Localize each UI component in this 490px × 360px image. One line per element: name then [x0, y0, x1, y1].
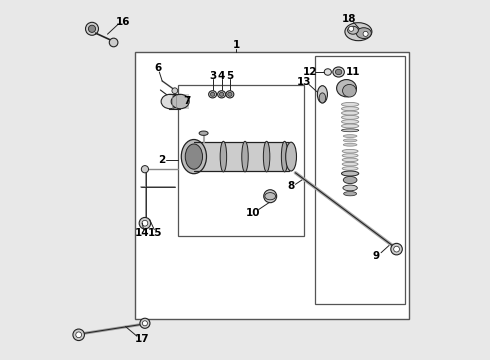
Ellipse shape — [161, 94, 179, 109]
Ellipse shape — [210, 93, 215, 96]
Ellipse shape — [218, 91, 225, 98]
Circle shape — [141, 166, 148, 173]
Ellipse shape — [324, 69, 331, 75]
Text: 10: 10 — [245, 208, 260, 218]
Ellipse shape — [220, 93, 224, 96]
Ellipse shape — [342, 129, 359, 132]
Ellipse shape — [199, 131, 208, 135]
Circle shape — [88, 25, 96, 32]
Text: 15: 15 — [148, 228, 162, 238]
Ellipse shape — [343, 176, 357, 184]
Text: 5: 5 — [226, 71, 234, 81]
Ellipse shape — [347, 26, 358, 34]
Ellipse shape — [356, 28, 371, 39]
Text: 3: 3 — [209, 71, 216, 81]
Circle shape — [143, 321, 147, 326]
Ellipse shape — [343, 135, 357, 138]
Ellipse shape — [220, 141, 227, 172]
Bar — [170, 94, 189, 109]
Circle shape — [139, 217, 151, 229]
Ellipse shape — [343, 192, 357, 196]
Ellipse shape — [286, 142, 296, 171]
Ellipse shape — [342, 111, 359, 115]
Circle shape — [363, 31, 368, 36]
Circle shape — [391, 243, 402, 255]
Text: 8: 8 — [288, 181, 294, 191]
Ellipse shape — [209, 91, 217, 98]
Ellipse shape — [342, 120, 359, 124]
Ellipse shape — [265, 193, 275, 200]
Circle shape — [109, 38, 118, 47]
Circle shape — [393, 246, 399, 252]
Bar — [178, 85, 304, 236]
Ellipse shape — [342, 154, 358, 157]
Circle shape — [140, 318, 150, 328]
Bar — [315, 56, 405, 304]
Text: 11: 11 — [346, 67, 360, 77]
Circle shape — [142, 220, 148, 226]
Text: 18: 18 — [342, 14, 357, 24]
Text: 13: 13 — [297, 77, 311, 87]
Text: 17: 17 — [134, 334, 149, 345]
Ellipse shape — [342, 171, 359, 176]
Circle shape — [264, 190, 277, 203]
Text: 6: 6 — [154, 63, 162, 73]
Circle shape — [349, 26, 354, 31]
Ellipse shape — [343, 85, 356, 97]
Circle shape — [86, 22, 98, 35]
Text: 16: 16 — [116, 17, 130, 27]
Ellipse shape — [342, 162, 358, 166]
Text: 2: 2 — [158, 155, 165, 165]
Ellipse shape — [345, 23, 372, 41]
Text: 4: 4 — [218, 71, 225, 81]
Ellipse shape — [226, 91, 234, 98]
Ellipse shape — [342, 103, 359, 107]
Ellipse shape — [342, 158, 358, 162]
Ellipse shape — [318, 86, 327, 103]
Text: 7: 7 — [184, 96, 191, 106]
Ellipse shape — [342, 124, 359, 128]
Ellipse shape — [181, 140, 206, 174]
Circle shape — [172, 88, 178, 94]
Ellipse shape — [342, 115, 359, 120]
Circle shape — [76, 332, 81, 338]
Ellipse shape — [281, 141, 288, 172]
Ellipse shape — [342, 167, 358, 170]
Ellipse shape — [343, 143, 357, 146]
Bar — [135, 52, 409, 319]
Ellipse shape — [333, 67, 344, 77]
Text: 14: 14 — [135, 228, 150, 238]
Ellipse shape — [263, 141, 270, 172]
Ellipse shape — [335, 69, 342, 75]
Ellipse shape — [242, 141, 248, 172]
Ellipse shape — [337, 80, 356, 97]
Ellipse shape — [342, 149, 358, 153]
Text: 12: 12 — [302, 67, 317, 77]
Bar — [194, 142, 289, 171]
Ellipse shape — [319, 93, 326, 103]
Ellipse shape — [171, 94, 189, 109]
Ellipse shape — [185, 144, 202, 169]
Ellipse shape — [343, 139, 357, 142]
Text: 9: 9 — [373, 251, 380, 261]
Circle shape — [73, 329, 84, 341]
Ellipse shape — [342, 107, 359, 111]
Ellipse shape — [343, 185, 357, 191]
Text: 1: 1 — [232, 40, 240, 50]
Ellipse shape — [228, 93, 232, 96]
